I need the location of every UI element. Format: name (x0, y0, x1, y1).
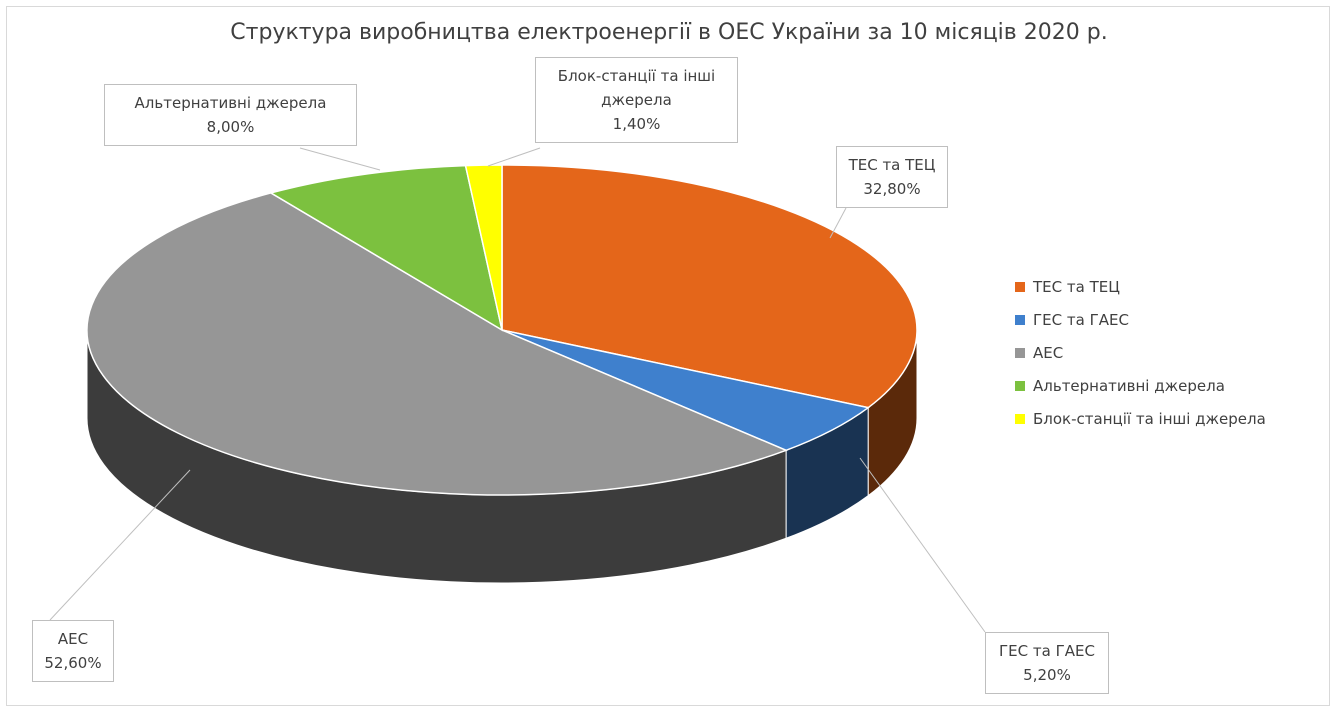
data-label: ГЕС та ГАЕС 5,20% (985, 632, 1109, 694)
chart-border (6, 6, 1330, 706)
data-label: Блок-станції та інші джерела 1,40% (535, 57, 738, 143)
label-name: АЕС (57, 630, 89, 648)
legend-item: ТЕС та ТЕЦ (1015, 270, 1266, 303)
legend-swatch (1015, 347, 1025, 358)
leader-line (487, 147, 541, 167)
leader-line (299, 147, 381, 171)
data-label: ТЕС та ТЕЦ 32,80% (836, 146, 948, 208)
slice (501, 164, 918, 409)
legend-item: Альтернативні джерела (1015, 369, 1266, 402)
label-name: Альтернативні джерела (134, 94, 327, 112)
leader-line (859, 457, 986, 633)
legend-label: ТЕС та ТЕЦ (1033, 277, 1120, 296)
leader-line (49, 469, 191, 621)
leader-line (829, 207, 847, 239)
legend-label: АЕС (1033, 343, 1064, 362)
label-value: 5,20% (1023, 666, 1071, 684)
label-name: ГЕС та ГАЕС (999, 642, 1095, 660)
legend-swatch (1015, 380, 1025, 391)
legend-label: ГЕС та ГАЕС (1033, 310, 1129, 329)
chart-title: Структура виробництва електроенергії в О… (230, 20, 1108, 45)
slice (268, 164, 504, 332)
label-value: 52,60% (44, 654, 102, 672)
legend-item: Блок-станції та інші джерела (1015, 402, 1266, 435)
label-value: 32,80% (863, 180, 921, 198)
legend-label: Блок-станції та інші джерела (1033, 409, 1266, 428)
label-name: Блок-станції та інші джерела (557, 67, 716, 109)
legend-swatch (1015, 281, 1025, 292)
data-label: АЕС 52,60% (32, 620, 114, 682)
label-value: 1,40% (612, 115, 661, 133)
legend-item: АЕС (1015, 336, 1266, 369)
label-value: 8,00% (206, 118, 255, 136)
label-name: ТЕС та ТЕЦ (848, 156, 936, 174)
slice (464, 164, 503, 331)
legend: ТЕС та ТЕЦ ГЕС та ГАЕС АЕС Альтернативні дж… (1015, 270, 1266, 435)
legend-item: ГЕС та ГАЕС (1015, 303, 1266, 336)
slice (86, 192, 789, 496)
legend-swatch (1015, 314, 1025, 325)
legend-swatch (1015, 413, 1025, 424)
data-label: Альтернативні джерела 8,00% (104, 84, 357, 146)
legend-label: Альтернативні джерела (1033, 376, 1225, 395)
